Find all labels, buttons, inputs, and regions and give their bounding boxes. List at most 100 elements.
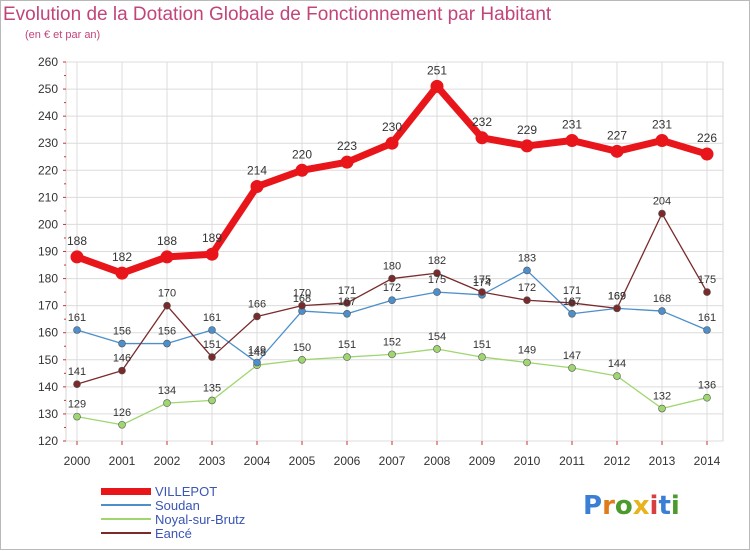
axes: 120 130 140 150 160 170 180 190 200 210 220 230 240 2… — [38, 55, 721, 468]
y-tick-label: 140 — [38, 380, 58, 394]
data-label-3: 204 — [653, 196, 671, 208]
series-point-0 — [430, 79, 444, 93]
data-label-3: 171 — [338, 285, 356, 297]
series-point-2 — [388, 350, 396, 359]
series-point-3 — [343, 299, 351, 307]
series-point-0 — [520, 139, 534, 153]
data-label-1: 167 — [338, 296, 356, 308]
x-tick-label: 2012 — [604, 454, 631, 468]
series-point-1 — [118, 339, 126, 348]
data-label-1: 172 — [383, 282, 401, 294]
x-tick-label: 2014 — [694, 454, 721, 468]
series-point-1 — [568, 309, 576, 318]
logo-letter: P — [583, 491, 603, 521]
logo-letter: r — [602, 491, 615, 521]
series-point-0 — [655, 134, 669, 148]
x-tick-label: 2005 — [289, 454, 316, 468]
series-point-1 — [208, 326, 216, 334]
data-label-1: 167 — [563, 296, 581, 308]
series-point-3 — [298, 301, 306, 310]
data-label-3: 180 — [383, 261, 401, 273]
series-point-2 — [658, 404, 666, 413]
data-label-0: 232 — [472, 115, 492, 129]
data-label-1: 156 — [113, 326, 131, 338]
data-label-0: 188 — [67, 234, 87, 248]
series-point-3 — [658, 209, 666, 218]
y-tick-label: 250 — [38, 82, 58, 96]
data-label-1: 161 — [203, 312, 221, 324]
series-point-3 — [73, 380, 81, 388]
series-point-1 — [433, 288, 441, 296]
data-label-1: 161 — [68, 312, 86, 324]
data-label-2: 151 — [473, 339, 491, 351]
data-label-3: 141 — [68, 366, 86, 378]
series-point-0 — [475, 131, 489, 145]
x-tick-label: 2003 — [199, 454, 226, 468]
series-point-1 — [253, 358, 261, 367]
data-label-0: 220 — [292, 147, 312, 161]
y-tick-label: 220 — [38, 163, 58, 177]
logo-letter: i — [670, 491, 680, 521]
legend-swatch-soudan — [101, 504, 151, 506]
series-point-2 — [703, 393, 711, 402]
legend-item-noyal: Noyal-sur-Brutz — [101, 512, 361, 527]
series-point-2 — [613, 372, 621, 380]
data-label-3: 171 — [563, 285, 581, 297]
y-tick-label: 130 — [38, 407, 58, 421]
y-tick-label: 160 — [38, 326, 58, 340]
data-labels: 188 182 188 189 214 220 223 230 251 232 229 231 227 2… — [67, 63, 717, 418]
series-point-1 — [658, 307, 666, 315]
series-point-0 — [340, 155, 354, 169]
series-point-0 — [115, 266, 129, 280]
legend-item-eance: Eancé — [101, 526, 361, 541]
data-label-0: 229 — [517, 123, 537, 137]
series-point-0 — [295, 163, 309, 177]
y-tick-label: 190 — [38, 245, 58, 259]
logo-letter: i — [649, 491, 659, 521]
series-point-3 — [703, 288, 711, 296]
data-label-0: 231 — [562, 118, 582, 132]
series-point-0 — [700, 147, 714, 161]
y-tick-label: 210 — [38, 190, 58, 204]
series-point-2 — [568, 364, 576, 372]
data-label-3: 175 — [473, 274, 491, 286]
data-label-2: 150 — [293, 342, 311, 354]
series-point-3 — [613, 304, 621, 313]
data-label-2: 154 — [428, 331, 446, 343]
data-label-3: 146 — [113, 353, 131, 365]
data-label-3: 169 — [608, 290, 626, 302]
series-point-1 — [343, 309, 351, 318]
series-point-3 — [118, 366, 126, 375]
data-label-2: 144 — [608, 358, 626, 370]
x-tick-label: 2010 — [514, 454, 541, 468]
data-label-0: 226 — [697, 131, 717, 145]
y-tick-label: 230 — [38, 136, 58, 150]
legend-item-villepot: VILLEPOT — [101, 484, 361, 499]
series-point-2 — [118, 420, 126, 429]
series-point-0 — [70, 250, 84, 264]
data-label-2: 132 — [653, 391, 671, 403]
data-label-2: 136 — [698, 380, 716, 392]
x-tick-label: 2001 — [109, 454, 136, 468]
y-tick-label: 260 — [38, 55, 58, 69]
chart-title: Evolution de la Dotation Globale de Fonc… — [3, 4, 552, 25]
series-point-3 — [433, 269, 441, 277]
legend-label-noyal: Noyal-sur-Brutz — [155, 512, 246, 527]
data-label-2: 148 — [248, 347, 266, 359]
data-label-1: 168 — [293, 293, 311, 305]
series-point-3 — [253, 312, 261, 321]
legend-swatch-villepot — [101, 488, 151, 495]
series-point-2 — [73, 412, 81, 421]
data-label-3: 172 — [518, 282, 536, 294]
data-label-2: 134 — [158, 385, 176, 397]
data-label-1: 169 — [608, 290, 626, 302]
series-point-0 — [160, 250, 174, 264]
data-label-2: 151 — [338, 339, 356, 351]
legend-swatch-eance — [101, 532, 151, 534]
data-label-0: 231 — [652, 118, 672, 132]
logo-letter: x — [632, 491, 650, 521]
data-label-3: 166 — [248, 298, 266, 310]
legend-label-villepot: VILLEPOT — [155, 484, 218, 499]
data-label-1: 149 — [248, 344, 266, 356]
